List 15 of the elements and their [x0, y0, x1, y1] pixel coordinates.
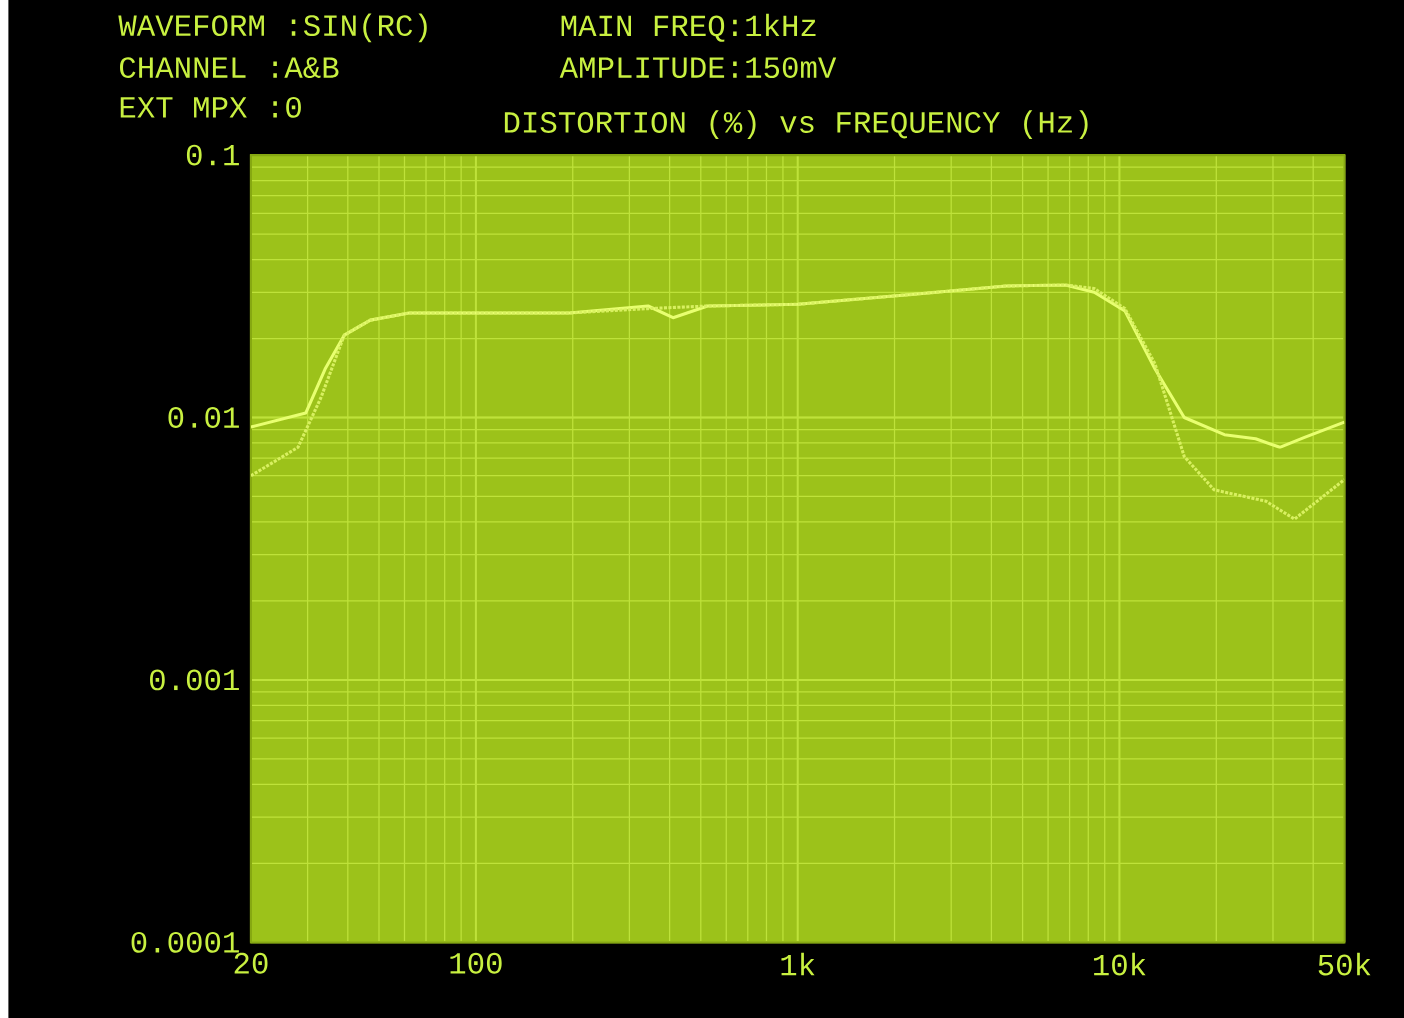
y-tick-label: 0.001 [150, 669, 239, 691]
x-tick-label: 100 [450, 952, 502, 974]
text: AMPLITUDE:150mV [559, 57, 837, 79]
text: CHANNEL :A&B [120, 57, 339, 79]
chart-title: DISTORTION (%) vs FREQUENCY (Hz) [504, 110, 1088, 140]
y-tick-label: 0.01 [168, 407, 239, 428]
text: WAVEFORM :SIN(RC) [118, 13, 427, 43]
x-tick-label: 20 [234, 952, 268, 974]
text: EXT MPX :0 [120, 96, 301, 118]
y-tick-label: 0.0001 [131, 931, 239, 953]
text: MAIN FREQ:1kHz [561, 13, 816, 42]
x-tick-label: 10k [1093, 952, 1146, 976]
x-tick-label: 50k [1318, 952, 1371, 976]
x-tick-label: 1k [781, 952, 815, 976]
y-tick-label: 0.1 [186, 144, 239, 166]
